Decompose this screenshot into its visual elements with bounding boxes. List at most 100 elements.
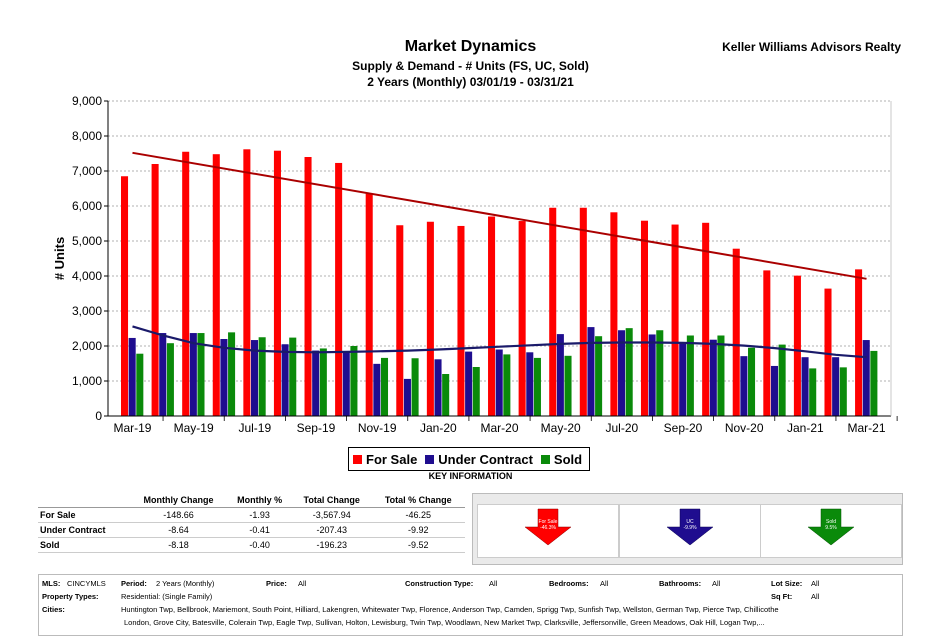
chart-subtitle: Supply & Demand - # Units (FS, UC, Sold) bbox=[352, 59, 589, 73]
y-axis-label: # Units bbox=[52, 237, 67, 280]
x-tick-label: Sep-19 bbox=[297, 421, 336, 435]
bar-sold bbox=[625, 328, 633, 416]
sq-ft-value: All bbox=[811, 592, 820, 601]
bar-under-contract bbox=[801, 357, 809, 416]
legend-swatch-for-sale bbox=[353, 454, 362, 464]
table-cell: -148.66 bbox=[129, 507, 228, 523]
bar-for-sale bbox=[151, 164, 159, 416]
bar-under-contract bbox=[770, 365, 778, 416]
period-value: 2 Years (Monthly) bbox=[156, 579, 215, 588]
y-tick-label: 3,000 bbox=[72, 304, 102, 318]
x-tick-label: Sep-20 bbox=[664, 421, 703, 435]
legend-swatch-under-contract bbox=[425, 454, 435, 464]
lot-size-label: Lot Size: bbox=[771, 579, 803, 588]
mls-value: CINCYMLS bbox=[67, 579, 106, 588]
key-information-heading: KEY INFORMATION bbox=[428, 471, 513, 481]
bar-sold bbox=[197, 333, 205, 416]
column-header: Total % Change bbox=[371, 493, 465, 508]
bar-for-sale bbox=[426, 221, 434, 416]
bar-under-contract bbox=[556, 334, 564, 416]
table-row: For Sale -148.66 -1.93 -3,567.94 -46.25 bbox=[38, 507, 465, 523]
bedrooms-label: Bedrooms: bbox=[549, 579, 589, 588]
indicator-uc: UC -9.9% bbox=[619, 504, 761, 558]
bar-under-contract bbox=[587, 327, 595, 416]
down-arrow-icon bbox=[807, 508, 855, 546]
x-tick-label: May-19 bbox=[174, 421, 214, 435]
bar-sold bbox=[595, 336, 603, 416]
price-label: Price: bbox=[266, 579, 287, 588]
row-label: Under Contract bbox=[38, 522, 130, 538]
criteria-footer: MLS: CINCYMLS Period: 2 Years (Monthly) … bbox=[38, 574, 903, 636]
bar-under-contract bbox=[373, 363, 381, 416]
period-label: Period: bbox=[121, 579, 147, 588]
table-row: Under Contract -8.64 -0.41 -207.43 -9.92 bbox=[38, 522, 465, 538]
table-cell: -3,567.94 bbox=[291, 507, 372, 523]
bar-for-sale bbox=[488, 216, 496, 416]
trendline-for-sale bbox=[132, 151, 867, 280]
trendline-demand bbox=[132, 325, 867, 359]
bar-for-sale bbox=[182, 151, 190, 416]
bar-sold bbox=[870, 350, 878, 416]
bar-sold bbox=[350, 346, 358, 416]
bar-for-sale bbox=[243, 149, 251, 417]
company-name: Keller Williams Advisors Realty bbox=[722, 40, 901, 54]
x-tick-label: Jul-19 bbox=[238, 421, 271, 435]
bar-for-sale bbox=[824, 288, 832, 416]
table-cell: -8.64 bbox=[129, 522, 228, 538]
bar-for-sale bbox=[518, 221, 526, 416]
x-tick-label: Mar-20 bbox=[480, 421, 518, 435]
down-arrow-icon bbox=[524, 508, 572, 546]
table-cell: -0.41 bbox=[227, 522, 292, 538]
legend-label-sold: Sold bbox=[553, 451, 583, 467]
x-tick-label: Jul-20 bbox=[606, 421, 639, 435]
bar-for-sale bbox=[304, 157, 312, 416]
bathrooms-value: All bbox=[712, 579, 721, 588]
bar-under-contract bbox=[832, 357, 840, 416]
legend-swatch-sold bbox=[540, 454, 550, 464]
bar-sold bbox=[564, 355, 572, 416]
bar-for-sale bbox=[335, 162, 343, 416]
bar-for-sale bbox=[793, 275, 801, 416]
chart-legend: For Sale Under Contract Sold bbox=[348, 447, 590, 471]
bar-sold bbox=[717, 335, 725, 416]
row-label: For Sale bbox=[38, 507, 130, 523]
bar-sold bbox=[656, 330, 664, 416]
bar-for-sale bbox=[640, 220, 649, 416]
bar-sold bbox=[686, 335, 694, 416]
y-tick-label: 7,000 bbox=[72, 164, 102, 178]
indicator-label-sold: Sold 9.5% bbox=[825, 519, 837, 531]
table-cell: -46.25 bbox=[371, 507, 465, 523]
sq-ft-label: Sq Ft: bbox=[771, 592, 793, 601]
bar-sold bbox=[472, 367, 480, 416]
cities-label: Cities: bbox=[42, 605, 65, 614]
bar-sold bbox=[136, 353, 144, 416]
bar-for-sale bbox=[702, 222, 710, 416]
bar-for-sale bbox=[120, 176, 129, 416]
indicator-for-sale: For Sale -46.3% bbox=[477, 504, 619, 558]
bar-under-contract bbox=[159, 333, 167, 416]
indicator-label-for-sale: For Sale -46.3% bbox=[538, 519, 558, 531]
x-tick-label: Mar-19 bbox=[113, 421, 151, 435]
chart-title: Market Dynamics bbox=[404, 38, 537, 55]
legend-label-for-sale: For Sale bbox=[366, 451, 418, 467]
y-tick-label: 5,000 bbox=[72, 234, 102, 248]
bar-sold bbox=[442, 374, 450, 416]
legend-item-for-sale: For Sale bbox=[353, 452, 417, 467]
bar-for-sale bbox=[457, 225, 465, 416]
bar-under-contract bbox=[679, 342, 687, 416]
y-tick-label: 9,000 bbox=[72, 94, 102, 108]
bar-under-contract bbox=[648, 334, 656, 416]
bar-sold bbox=[380, 357, 389, 416]
bar-under-contract bbox=[434, 359, 442, 416]
bar-under-contract bbox=[281, 344, 289, 416]
x-tick-label: Jan-21 bbox=[787, 421, 824, 435]
bar-under-contract bbox=[526, 352, 534, 416]
x-tick-label: Nov-19 bbox=[358, 421, 397, 435]
lot-size-value: All bbox=[811, 579, 820, 588]
bar-sold bbox=[778, 344, 786, 416]
bar-under-contract bbox=[250, 340, 259, 416]
column-header bbox=[38, 493, 130, 508]
bar-for-sale bbox=[212, 154, 220, 416]
bar-for-sale bbox=[273, 150, 281, 416]
y-tick-label: 1,000 bbox=[72, 374, 102, 388]
